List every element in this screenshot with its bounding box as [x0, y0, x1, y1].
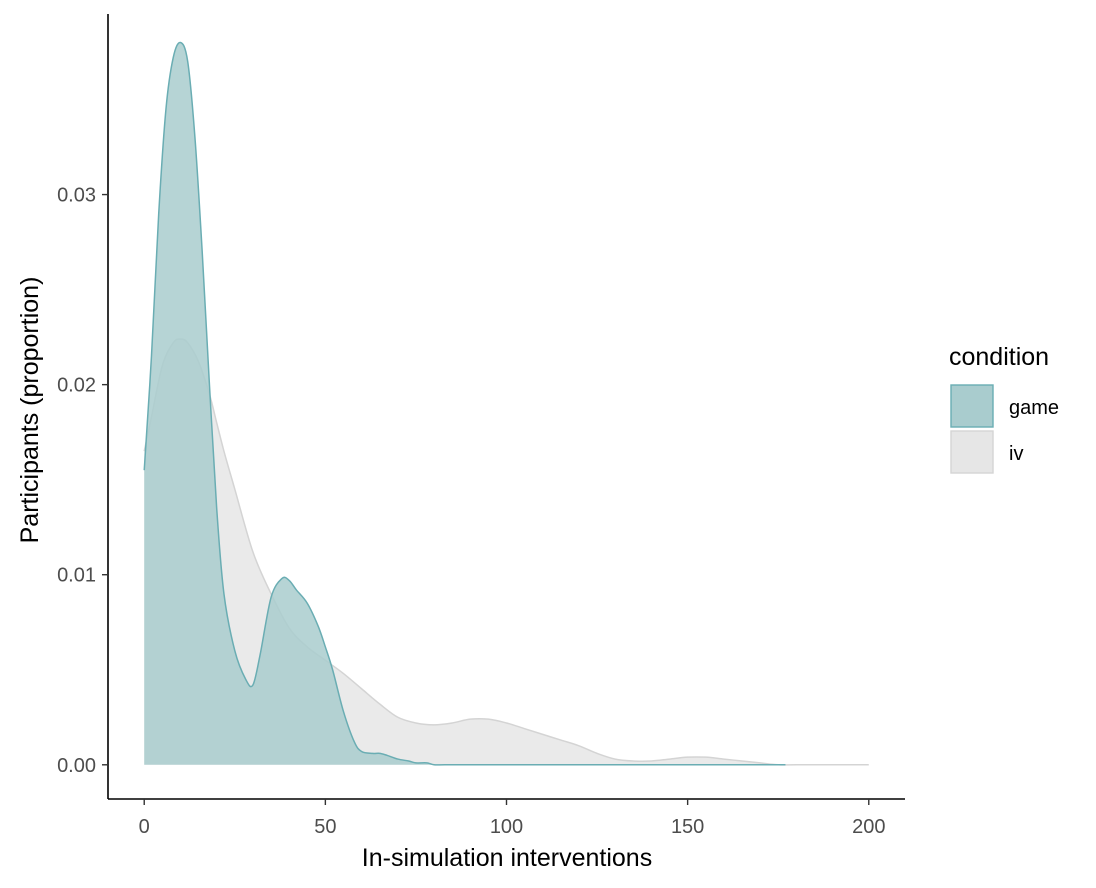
y-tick-label: 0.02	[57, 375, 96, 397]
legend-title: condition	[949, 343, 1049, 371]
x-tick-label: 150	[671, 816, 704, 838]
x-tick-label: 200	[852, 816, 885, 838]
density-outline-game	[143, 41, 786, 766]
y-tick-label: 0.01	[57, 565, 96, 587]
x-tick-label: 50	[314, 816, 336, 838]
legend-key-game	[950, 384, 994, 428]
y-tick-label: 0.00	[57, 755, 96, 777]
legend-label-iv: iv	[1009, 443, 1023, 465]
y-axis-title: Participants (proportion)	[16, 277, 44, 544]
x-tick-label: 0	[139, 816, 150, 838]
legend-label-game: game	[1009, 397, 1059, 419]
series-layer	[143, 41, 869, 766]
ticks-layer: 0 50 100 150 200 0.00 0.01 0.02 0.03	[57, 185, 885, 838]
y-tick-label: 0.03	[57, 185, 96, 207]
density-area-game	[144, 42, 786, 765]
legend-key-iv	[950, 430, 994, 474]
legend: condition game iv	[949, 343, 1059, 474]
x-tick-label: 100	[490, 816, 523, 838]
x-axis-title: In-simulation interventions	[362, 844, 652, 872]
